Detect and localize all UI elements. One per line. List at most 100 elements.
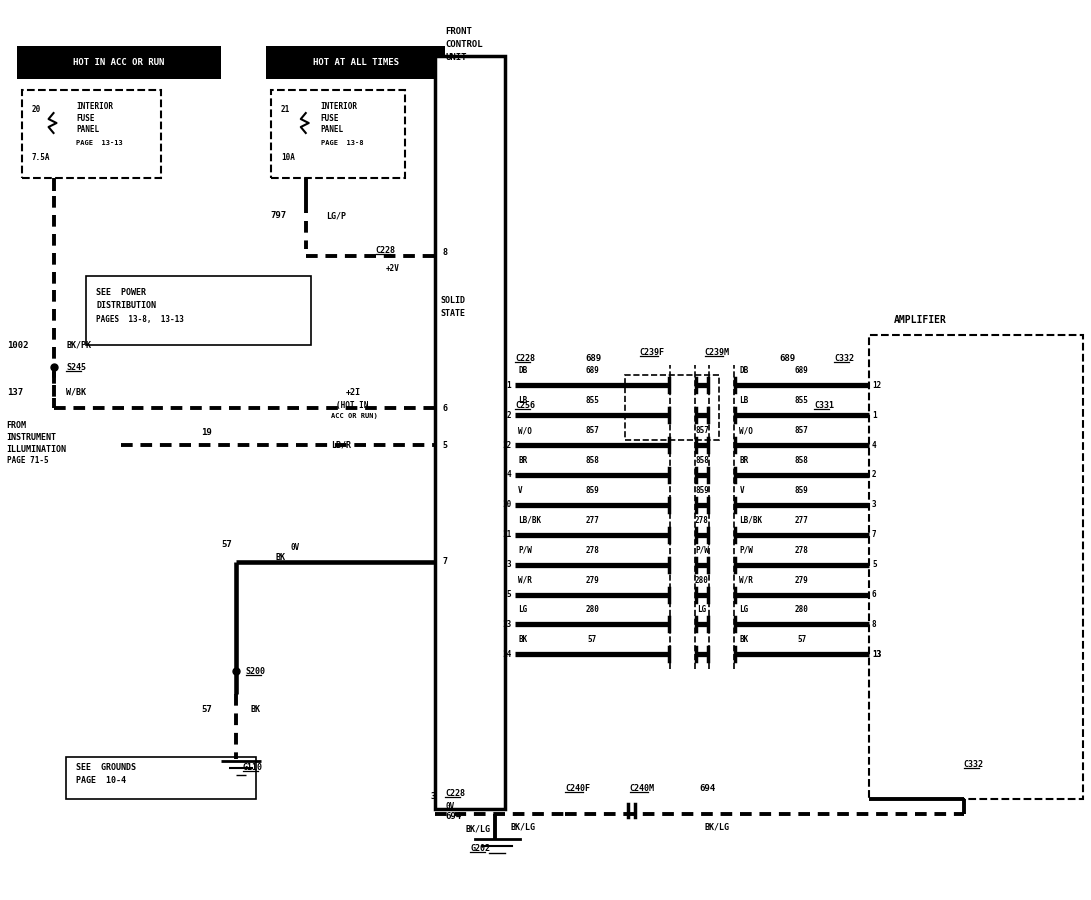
Text: BR: BR — [518, 456, 527, 465]
Text: C239M: C239M — [705, 347, 730, 356]
Text: 13: 13 — [872, 650, 882, 659]
Text: 3: 3 — [872, 500, 876, 509]
Text: INSTRUMENT: INSTRUMENT — [7, 433, 57, 442]
Text: BK/LG: BK/LG — [511, 823, 535, 832]
Text: 57: 57 — [201, 705, 212, 714]
Text: 1: 1 — [506, 381, 511, 390]
Text: 278: 278 — [586, 545, 599, 554]
Text: BK: BK — [276, 554, 286, 562]
Bar — [625, 375, 719, 440]
Text: W/R: W/R — [740, 576, 753, 585]
Text: 137: 137 — [7, 388, 23, 397]
Text: 280: 280 — [794, 606, 808, 615]
Bar — [435, 56, 505, 809]
Text: 3: 3 — [430, 792, 435, 801]
Text: 859: 859 — [794, 486, 808, 495]
Text: STATE: STATE — [441, 309, 466, 318]
Text: 277: 277 — [586, 516, 599, 525]
Text: C239F: C239F — [639, 347, 664, 356]
Text: LB/BK: LB/BK — [740, 516, 763, 525]
Text: INTERIOR: INTERIOR — [76, 102, 113, 111]
Text: LG/P: LG/P — [326, 212, 346, 220]
Text: +2I: +2I — [346, 388, 361, 397]
Text: 858: 858 — [586, 456, 599, 465]
Text: C332: C332 — [835, 354, 854, 363]
Text: 689: 689 — [585, 354, 601, 363]
Text: 859: 859 — [695, 486, 709, 495]
Text: 57: 57 — [798, 635, 806, 644]
Text: 1: 1 — [872, 410, 876, 419]
Text: C332: C332 — [963, 760, 984, 769]
Text: 694: 694 — [699, 785, 716, 794]
Text: 13: 13 — [872, 650, 882, 659]
Text: PAGE  10-4: PAGE 10-4 — [76, 777, 127, 786]
Text: 8: 8 — [442, 248, 447, 257]
Bar — [870, 336, 1083, 799]
Bar — [16, 46, 221, 79]
Text: W/BK: W/BK — [67, 388, 86, 397]
Text: C228: C228 — [445, 789, 465, 798]
Text: 10: 10 — [502, 500, 511, 509]
Text: 2: 2 — [506, 410, 511, 419]
Text: 1002: 1002 — [7, 341, 28, 350]
Text: 12: 12 — [502, 440, 511, 449]
Text: SEE  POWER: SEE POWER — [96, 288, 146, 297]
Text: 2: 2 — [872, 471, 876, 480]
Text: 11: 11 — [502, 530, 511, 539]
Text: W/O: W/O — [740, 426, 753, 435]
Text: C228: C228 — [515, 354, 535, 363]
Text: 57: 57 — [221, 540, 231, 549]
Bar — [67, 757, 256, 799]
Text: HOT AT ALL TIMES: HOT AT ALL TIMES — [313, 58, 398, 68]
Text: 5: 5 — [872, 560, 876, 569]
Bar — [22, 90, 161, 178]
Text: PANEL: PANEL — [76, 125, 99, 134]
Text: C240M: C240M — [630, 785, 655, 794]
Text: (HOT IN: (HOT IN — [336, 400, 368, 410]
Text: LG: LG — [518, 606, 527, 615]
Text: 857: 857 — [586, 426, 599, 435]
Text: 7: 7 — [442, 557, 447, 566]
Text: 855: 855 — [586, 396, 599, 405]
Text: 279: 279 — [794, 576, 808, 585]
Text: BK/LG: BK/LG — [465, 824, 490, 833]
Text: 12: 12 — [872, 381, 882, 390]
Text: 858: 858 — [794, 456, 808, 465]
Text: G202: G202 — [470, 844, 490, 853]
Text: 279: 279 — [586, 576, 599, 585]
Text: DB: DB — [518, 366, 527, 375]
Text: P/W: P/W — [518, 545, 532, 554]
Text: CONTROL: CONTROL — [445, 40, 483, 49]
Text: LG: LG — [697, 606, 707, 615]
Bar — [271, 90, 406, 178]
Text: AMPLIFIER: AMPLIFIER — [894, 315, 947, 326]
Text: 855: 855 — [794, 396, 808, 405]
Text: 14: 14 — [502, 650, 511, 659]
Text: 689: 689 — [586, 366, 599, 375]
Text: BK: BK — [740, 635, 748, 644]
Text: FUSE: FUSE — [76, 113, 95, 122]
Text: W/O: W/O — [518, 426, 532, 435]
Text: LB: LB — [518, 396, 527, 405]
Text: DB: DB — [740, 366, 748, 375]
Text: 0V: 0V — [445, 803, 455, 812]
Text: 10A: 10A — [280, 153, 295, 162]
Text: BK/PK: BK/PK — [67, 341, 92, 350]
Text: C256: C256 — [515, 400, 535, 410]
Text: 5: 5 — [442, 440, 447, 449]
Text: ACC OR RUN): ACC OR RUN) — [331, 413, 377, 419]
Text: FUSE: FUSE — [321, 113, 339, 122]
Bar — [266, 46, 445, 79]
Text: HOT IN ACC OR RUN: HOT IN ACC OR RUN — [73, 58, 165, 68]
Text: FROM: FROM — [7, 420, 26, 429]
Text: PAGE  13-8: PAGE 13-8 — [321, 140, 363, 146]
Bar — [86, 275, 311, 346]
Text: C228: C228 — [375, 246, 396, 255]
Text: 278: 278 — [794, 545, 808, 554]
Text: BR: BR — [740, 456, 748, 465]
Text: +2V: +2V — [385, 264, 399, 273]
Text: ILLUMINATION: ILLUMINATION — [7, 445, 67, 454]
Text: P/W: P/W — [740, 545, 753, 554]
Text: 7: 7 — [872, 530, 876, 539]
Text: 5: 5 — [506, 590, 511, 599]
